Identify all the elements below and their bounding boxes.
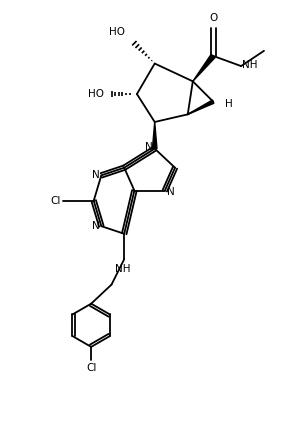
- Text: N: N: [91, 170, 99, 180]
- Text: H: H: [225, 99, 232, 109]
- Text: N: N: [91, 221, 99, 231]
- Text: O: O: [209, 13, 217, 23]
- Text: Cl: Cl: [50, 196, 61, 206]
- Polygon shape: [188, 100, 214, 114]
- Polygon shape: [153, 122, 157, 149]
- Polygon shape: [193, 54, 215, 81]
- Text: HO: HO: [88, 89, 104, 99]
- Text: NH: NH: [242, 60, 258, 70]
- Text: N: N: [145, 143, 153, 152]
- Text: Cl: Cl: [86, 363, 96, 373]
- Text: N: N: [167, 187, 175, 197]
- Text: HO: HO: [110, 27, 126, 37]
- Text: NH: NH: [115, 264, 131, 274]
